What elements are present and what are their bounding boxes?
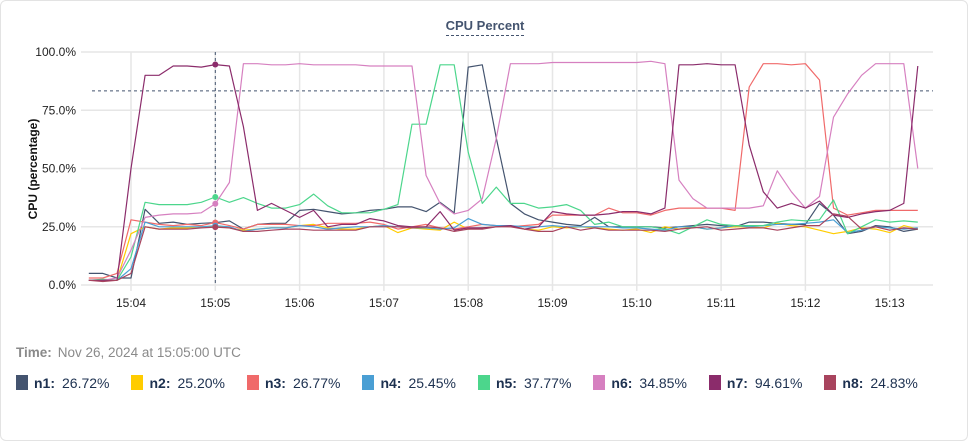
hover-point-n7 bbox=[212, 61, 219, 68]
x-tick-label: 15:08 bbox=[453, 296, 483, 310]
legend-swatch bbox=[593, 375, 606, 390]
x-tick-label: 15:11 bbox=[707, 296, 736, 310]
series-line-n8 bbox=[88, 213, 918, 283]
legend-item-n6[interactable]: n6: 34.85% bbox=[593, 374, 687, 391]
legend-name: n1: bbox=[34, 374, 55, 391]
legend-name: n4: bbox=[380, 374, 402, 391]
y-tick-label: 100.0% bbox=[35, 45, 76, 59]
legend-item-n2[interactable]: n2: 25.20% bbox=[131, 374, 225, 391]
x-tick-label: 15:09 bbox=[537, 296, 567, 310]
legend-swatch bbox=[362, 375, 375, 390]
legend-name: n2: bbox=[149, 374, 171, 391]
legend-value: 26.77% bbox=[292, 374, 341, 391]
hover-time-label: Time: bbox=[16, 345, 52, 360]
legend-swatch bbox=[824, 375, 837, 390]
x-tick-label: 15:06 bbox=[285, 296, 315, 310]
x-tick-label: 15:07 bbox=[369, 296, 399, 310]
legend-swatch bbox=[477, 375, 490, 390]
x-tick-label: 15:04 bbox=[116, 296, 146, 310]
hover-time-value: Nov 26, 2024 at 15:05:00 UTC bbox=[57, 345, 241, 360]
y-tick-label: 0.0% bbox=[49, 278, 77, 292]
y-axis-label: CPU (percentage) bbox=[26, 119, 40, 220]
series-line-n1 bbox=[88, 64, 918, 279]
legend-swatch bbox=[246, 375, 259, 390]
legend-item-n8[interactable]: n8: 24.83% bbox=[824, 374, 918, 391]
legend-name: n5: bbox=[495, 374, 517, 391]
hover-point-n8 bbox=[212, 224, 219, 231]
legend-name: n8: bbox=[842, 374, 864, 391]
legend-item-n5[interactable]: n5: 37.77% bbox=[477, 374, 572, 391]
legend-value: 25.20% bbox=[177, 374, 225, 391]
y-tick-label: 75.0% bbox=[42, 103, 76, 117]
legend-item-n3[interactable]: n3: 26.77% bbox=[246, 374, 341, 391]
hover-point-n5 bbox=[212, 193, 219, 200]
legend-swatch bbox=[708, 375, 721, 390]
legend-value: 26.72% bbox=[62, 374, 110, 391]
chart-title[interactable]: CPU Percent bbox=[445, 18, 525, 36]
hover-time: Time: Nov 26, 2024 at 15:05:00 UTC bbox=[16, 345, 241, 360]
legend-value: 37.77% bbox=[523, 374, 572, 391]
x-tick-label: 15:10 bbox=[622, 296, 652, 310]
x-tick-label: 15:05 bbox=[200, 296, 230, 310]
legend-item-n7[interactable]: n7: 94.61% bbox=[708, 374, 803, 391]
legend-swatch bbox=[131, 375, 144, 390]
legend-item-n4[interactable]: n4: 25.45% bbox=[362, 374, 456, 391]
cpu-line-chart[interactable]: 0.0% 25.0% 50.0% 75.0% 100.0% 15:04 15:05 15:06… bbox=[1, 1, 968, 331]
x-tick-label: 15:13 bbox=[875, 296, 905, 310]
series-line-n5 bbox=[88, 64, 918, 281]
legend: n1: 26.72% n2: 25.20% n3: 26.77% n4: 25.45% n5: 3… bbox=[16, 374, 956, 391]
series-line-n2 bbox=[88, 221, 918, 281]
legend-value: 25.45% bbox=[408, 374, 456, 391]
x-tick-label: 15:12 bbox=[790, 296, 820, 310]
legend-value: 34.85% bbox=[639, 374, 687, 391]
legend-value: 24.83% bbox=[870, 374, 918, 391]
legend-item-n1[interactable]: n1: 26.72% bbox=[16, 374, 109, 391]
legend-name: n3: bbox=[264, 374, 286, 391]
legend-swatch bbox=[16, 375, 28, 390]
legend-value: 94.61% bbox=[754, 374, 803, 391]
legend-name: n6: bbox=[611, 374, 633, 391]
y-tick-label: 25.0% bbox=[42, 220, 76, 234]
legend-name: n7: bbox=[726, 374, 748, 391]
y-tick-label: 50.0% bbox=[42, 162, 76, 176]
series-line-n6 bbox=[88, 60, 919, 281]
chart-title-wrap: CPU Percent bbox=[1, 17, 968, 36]
hover-point-n6 bbox=[212, 200, 219, 207]
